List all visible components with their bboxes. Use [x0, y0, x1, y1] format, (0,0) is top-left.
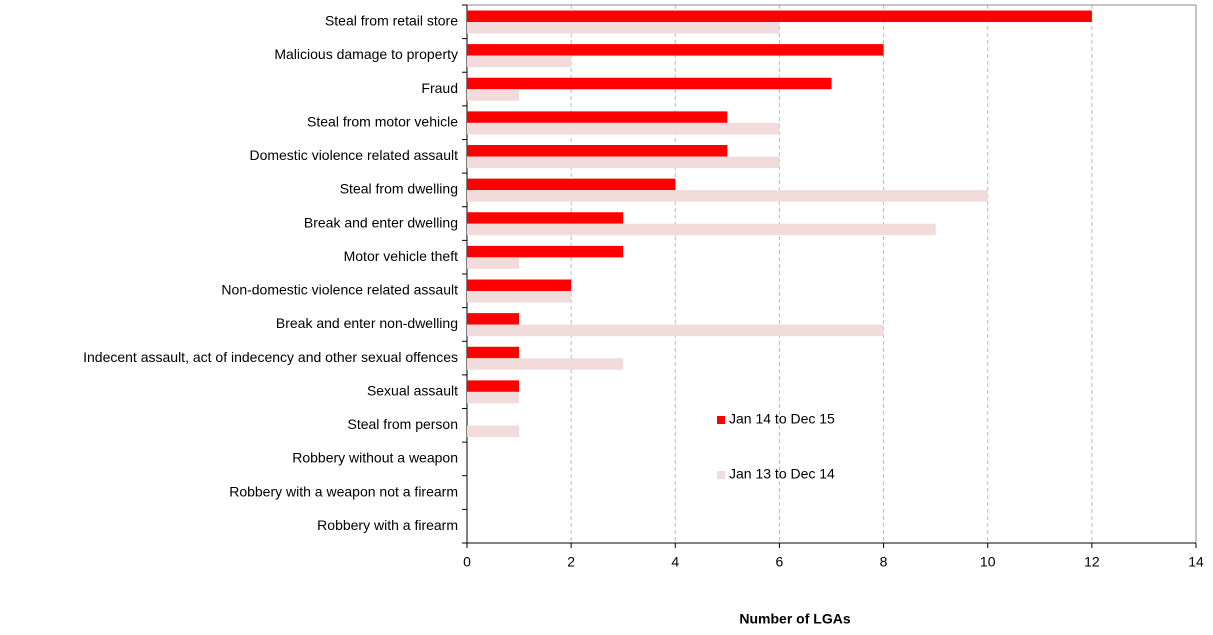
x-tick-label: 6	[776, 554, 784, 570]
bar	[467, 77, 832, 90]
bar	[467, 145, 728, 157]
x-tick-label: 10	[980, 554, 996, 570]
y-tick-label: Steal from retail store	[325, 13, 458, 29]
bar	[467, 291, 572, 303]
bar	[467, 178, 676, 191]
y-tick-label: Break and enter non-dwelling	[276, 315, 458, 331]
bar	[467, 55, 572, 68]
legend-swatch	[717, 471, 725, 479]
y-tick-label: Non-domestic violence related assault	[221, 282, 458, 298]
bar	[467, 245, 624, 258]
y-tick-label: Fraud	[421, 80, 458, 96]
x-tick-label: 4	[671, 554, 679, 570]
bar	[467, 122, 780, 135]
bar	[467, 425, 520, 437]
y-tick-label: Steal from dwelling	[340, 181, 458, 197]
legend-label: Jan 13 to Dec 14	[729, 466, 835, 482]
bar	[467, 324, 884, 337]
y-tick-label: Robbery with a firearm	[317, 517, 458, 533]
bar	[467, 391, 520, 404]
y-tick-label: Malicious damage to property	[274, 46, 458, 62]
legend-label: Jan 14 to Dec 15	[729, 411, 835, 427]
x-tick-label: 0	[463, 554, 471, 570]
bar	[467, 156, 780, 168]
bar	[467, 279, 572, 291]
bar	[467, 111, 728, 123]
bar	[467, 44, 884, 56]
bar	[467, 22, 780, 34]
x-axis-title: Number of LGAs	[739, 611, 850, 627]
y-tick-label: Sexual assault	[367, 382, 458, 398]
bar	[467, 223, 936, 236]
y-tick-label: Robbery with a weapon not a firearm	[229, 483, 458, 499]
bar	[467, 313, 520, 325]
x-tick-label: 2	[567, 554, 575, 570]
y-tick-label: Robbery without a weapon	[292, 450, 458, 466]
x-tick-label: 12	[1084, 554, 1100, 570]
y-tick-label: Motor vehicle theft	[344, 248, 458, 264]
bar	[467, 89, 520, 101]
x-tick-label: 8	[880, 554, 888, 570]
bar	[467, 358, 624, 370]
bar	[467, 10, 1092, 22]
bar	[467, 380, 520, 392]
y-tick-label: Indecent assault, act of indecency and o…	[83, 349, 458, 365]
y-tick-label: Steal from motor vehicle	[307, 113, 458, 129]
bar	[467, 212, 624, 224]
y-tick-label: Domestic violence related assault	[249, 147, 458, 163]
bar	[467, 190, 988, 202]
x-tick-label: 14	[1188, 554, 1204, 570]
bar	[467, 257, 520, 269]
bar	[467, 346, 520, 359]
y-tick-label: Break and enter dwelling	[304, 214, 458, 230]
y-tick-label: Steal from person	[348, 416, 459, 432]
legend-swatch	[717, 416, 725, 424]
